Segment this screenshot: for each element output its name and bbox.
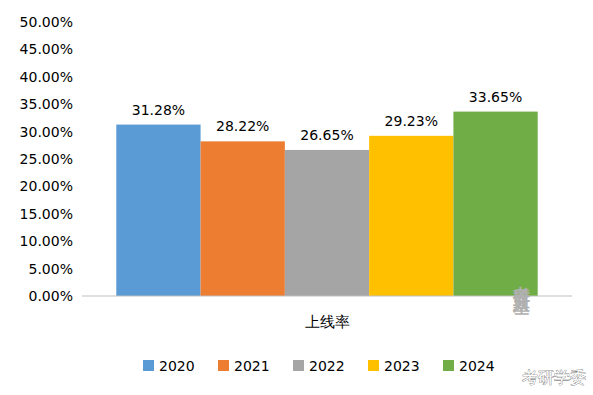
legend-label: 2023 (384, 358, 420, 374)
bar (369, 136, 453, 296)
bar (116, 125, 200, 296)
y-tick-label: 0.00% (29, 288, 73, 304)
data-label: 29.23% (385, 113, 438, 129)
y-tick-label: 35.00% (20, 96, 73, 112)
legend-swatch (143, 360, 154, 371)
watermark: 考研学委 (522, 368, 586, 387)
legend-swatch (218, 360, 229, 371)
bar (285, 150, 369, 296)
y-tick-label: 5.00% (29, 261, 73, 277)
watermark: 考研斯基 (512, 272, 532, 315)
x-axis-line (82, 296, 572, 297)
legend-label: 2020 (159, 358, 195, 374)
y-tick-label: 10.00% (20, 233, 73, 249)
y-tick-label: 20.00% (20, 178, 73, 194)
legend: 2020 2021 2022 2023 2024 (143, 358, 495, 374)
y-tick-label: 50.00% (20, 14, 73, 30)
data-label: 28.22% (216, 118, 269, 134)
chart: 0.00% 5.00% 10.00% 15.00% 20.00% 25.00% 30.00%… (0, 0, 593, 395)
y-tick-label: 15.00% (20, 206, 73, 222)
y-tick-label: 40.00% (20, 69, 73, 85)
legend-label: 2022 (309, 358, 345, 374)
legend-swatch (293, 360, 304, 371)
bars (116, 112, 537, 296)
category-label: 上线率 (305, 313, 350, 331)
legend-label: 2024 (459, 358, 495, 374)
legend-label: 2021 (234, 358, 270, 374)
data-label: 33.65% (469, 89, 522, 105)
y-tick-label: 45.00% (20, 41, 73, 57)
bar (201, 141, 285, 296)
y-tick-label: 25.00% (20, 151, 73, 167)
bar (453, 112, 537, 296)
legend-swatch (368, 360, 379, 371)
data-label: 26.65% (300, 127, 353, 143)
legend-swatch (443, 360, 454, 371)
y-tick-label: 30.00% (20, 124, 73, 140)
data-labels: 31.28% 28.22% 26.65% 29.23% 33.65% (132, 89, 523, 143)
data-label: 31.28% (132, 102, 185, 118)
